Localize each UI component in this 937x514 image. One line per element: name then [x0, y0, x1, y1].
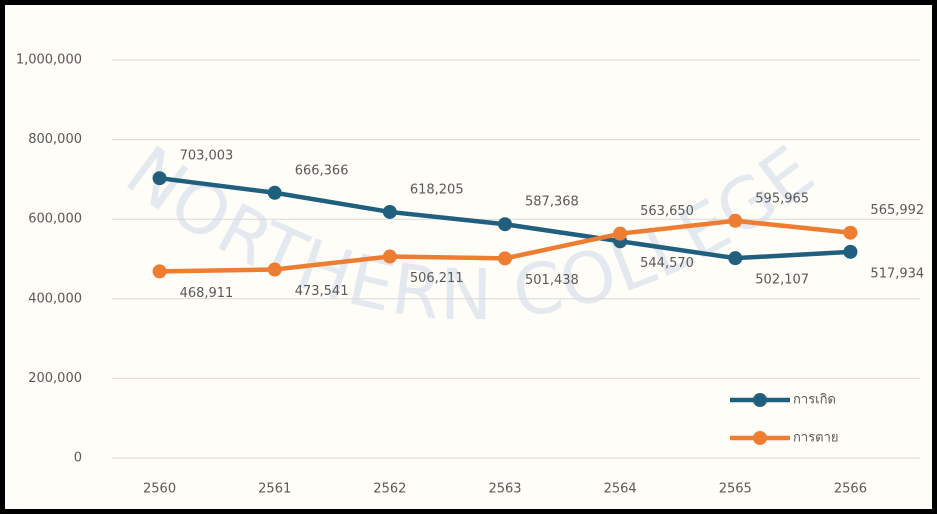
data-point: [383, 250, 397, 264]
data-point: [268, 186, 282, 200]
data-label: 595,965: [755, 191, 809, 206]
y-tick-label: 400,000: [28, 291, 82, 306]
y-tick-label: 600,000: [28, 212, 82, 227]
data-point: [498, 217, 512, 231]
legend-label: การเกิด: [793, 393, 836, 408]
x-tick-label: 2560: [143, 482, 176, 497]
data-label: 618,205: [410, 182, 464, 197]
data-point: [383, 205, 397, 219]
x-tick-label: 2562: [373, 482, 406, 497]
data-point: [153, 171, 167, 185]
y-tick-label: 800,000: [28, 132, 82, 147]
data-label: 501,438: [525, 273, 579, 288]
data-point: [613, 227, 627, 241]
data-point: [498, 251, 512, 265]
data-label: 666,366: [295, 163, 349, 178]
data-label: 506,211: [410, 271, 464, 286]
data-label: 563,650: [640, 204, 694, 219]
legend-label: การตาย: [793, 431, 839, 446]
data-point: [728, 251, 742, 265]
x-tick-label: 2564: [604, 482, 637, 497]
data-point: [843, 226, 857, 240]
y-tick-label: 1,000,000: [16, 53, 82, 68]
data-label: 565,992: [870, 203, 924, 218]
x-tick-label: 2566: [834, 482, 867, 497]
data-label: 703,003: [180, 149, 234, 164]
data-label: 544,570: [640, 256, 694, 271]
data-label: 473,541: [295, 284, 349, 299]
data-point: [728, 214, 742, 228]
data-label: 502,107: [755, 273, 809, 288]
chart: NORTHERN COLLEGE 0200,000400,000600,0008…: [0, 0, 937, 514]
x-tick-label: 2561: [258, 482, 291, 497]
x-tick-label: 2563: [488, 482, 521, 497]
data-label: 468,911: [180, 286, 234, 301]
data-point: [153, 264, 167, 278]
x-tick-label: 2565: [719, 482, 752, 497]
y-tick-label: 200,000: [28, 371, 82, 386]
legend-marker: [753, 393, 767, 407]
data-point: [843, 245, 857, 259]
data-label: 587,368: [525, 195, 579, 210]
legend-marker: [753, 431, 767, 445]
data-label: 517,934: [870, 266, 924, 281]
data-point: [268, 263, 282, 277]
y-tick-label: 0: [74, 451, 82, 466]
